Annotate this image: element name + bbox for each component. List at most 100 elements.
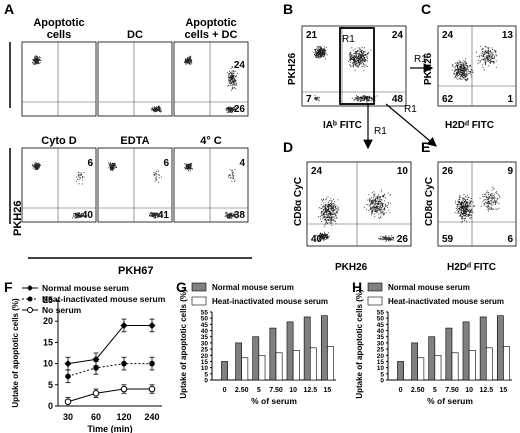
bar-heat-inactivated — [468, 350, 476, 381]
scatter-dots — [378, 235, 398, 242]
legend-label: No serum — [42, 305, 82, 315]
panel-e-y-label: CD8α CyC — [424, 177, 435, 226]
panel-b: 21 24 7 48 R1 — [301, 25, 407, 107]
y-tick-label: 15 — [43, 337, 53, 347]
arrow-b-to-e-label: R1 — [404, 104, 417, 115]
bar-heat-inactivated — [485, 347, 493, 381]
bar-normal-serum — [235, 342, 243, 381]
panel-d-letter: D — [283, 139, 293, 155]
scatter-dots — [224, 211, 237, 219]
chart-f: 0 5 10 15 20 25 30 60 120 240 Time (min) Uptake of … — [11, 283, 166, 433]
flow-plot-frame — [173, 41, 249, 117]
x-tick-label: 0 — [399, 387, 403, 394]
panel-e-letter: E — [421, 139, 430, 155]
x-axis-label: Time (min) — [87, 424, 132, 433]
x-axis-label: % of serum — [427, 396, 473, 406]
panel-e: 26 9 59 6 — [437, 161, 517, 247]
bar-normal-serum — [320, 315, 328, 381]
x-axis-label: % of serum — [251, 396, 297, 406]
bar-normal-serum — [411, 342, 419, 381]
bar-normal-serum — [252, 336, 260, 381]
flow-plot-title: DC — [127, 29, 143, 41]
bar-normal-serum — [397, 361, 404, 381]
bar-heat-inactivated — [241, 357, 249, 381]
data-point — [120, 385, 128, 393]
bar-heat-inactivated — [434, 354, 442, 381]
quadrant-value-lr: 26 — [397, 234, 409, 245]
y-tick-label: 10 — [43, 359, 53, 369]
scatter-dots — [479, 186, 501, 212]
bar-heat-inactivated — [258, 354, 266, 381]
series-line — [67, 388, 152, 403]
series-line — [67, 324, 152, 365]
arrow-b-to-d-label: R1 — [374, 126, 387, 137]
flow-plot-frame — [437, 25, 517, 107]
panel-h-letter: H — [352, 279, 362, 295]
y-tick-label: 15 — [377, 359, 385, 366]
panel-a-x-label: PKH67 — [118, 265, 153, 277]
legend-label: Heat-inactivated mouse serum — [388, 297, 504, 306]
panel-d-y-label: CD8α CyC — [293, 177, 304, 226]
y-tick-label: 0 — [48, 401, 53, 411]
y-tick-label: 55 — [201, 310, 209, 317]
bar-normal-serum — [462, 321, 470, 381]
flow-plot-frame — [301, 25, 407, 107]
data-point — [121, 360, 127, 367]
quadrant-value-ur: 24 — [234, 60, 246, 71]
flow-plot-title: 4° C — [200, 135, 222, 147]
flow-plot-frame — [437, 161, 517, 247]
legend-swatch — [191, 282, 207, 292]
data-point — [120, 321, 128, 329]
quadrant-value-ll: 7 — [306, 94, 312, 105]
y-tick-label: 25 — [43, 295, 53, 305]
x-tick-label: 5 — [433, 387, 437, 394]
legend-swatch — [191, 296, 207, 306]
x-tick-label: 10 — [465, 387, 473, 394]
y-tick-label: 25 — [201, 347, 209, 354]
scatter-dots — [75, 171, 85, 185]
x-tick-label: 15 — [500, 387, 508, 394]
quadrant-value-ur: 13 — [502, 30, 514, 41]
bar-normal-serum — [496, 315, 504, 381]
scatter-dots — [153, 170, 162, 183]
legend-swatch — [367, 296, 383, 306]
panel-b-x-label: IAᵇ FITC — [323, 120, 362, 131]
arrow-b-to-e — [385, 103, 437, 147]
panel-a-y-label: PKH26 — [12, 201, 24, 236]
y-tick-label: 25 — [377, 347, 385, 354]
x-tick-label: 15 — [324, 387, 332, 394]
flow-plot-frame — [97, 147, 173, 223]
panel-b-letter: B — [283, 1, 293, 17]
y-tick-label: 5 — [380, 371, 384, 378]
y-tick-label: 45 — [377, 322, 385, 329]
y-tick-label: 5 — [48, 380, 53, 390]
panel-a-letter: A — [4, 1, 14, 17]
scatter-dots — [228, 169, 236, 182]
arrow-b-to-c-label: R1 — [414, 54, 427, 65]
quadrant-value-lr: 6 — [507, 234, 513, 245]
y-axis-label: Uptake of apoptotic cells (%) — [11, 298, 20, 408]
scatter-dots — [351, 95, 378, 103]
flow-plot-frame — [173, 147, 249, 223]
bar-heat-inactivated — [327, 346, 334, 381]
flow-plot-frame — [21, 147, 97, 223]
x-tick-label: 5 — [257, 387, 261, 394]
quadrant-value-ul: 24 — [442, 30, 454, 41]
x-tick-label: 120 — [116, 412, 131, 422]
panel-c-x-label: H2Dᵈ FITC — [445, 120, 494, 131]
data-point — [92, 389, 100, 397]
scatter-dots — [225, 106, 237, 113]
legend-label: Normal mouse serum — [212, 283, 294, 292]
quadrant-value-ur: 6 — [163, 158, 169, 169]
x-tick-label: 0 — [223, 387, 227, 394]
x-tick-label: 7.50 — [445, 387, 459, 394]
scatter-dots — [451, 58, 474, 81]
legend-label: Normal mouse serum — [42, 283, 129, 293]
scatter-dots — [227, 66, 238, 91]
data-point — [148, 385, 156, 393]
